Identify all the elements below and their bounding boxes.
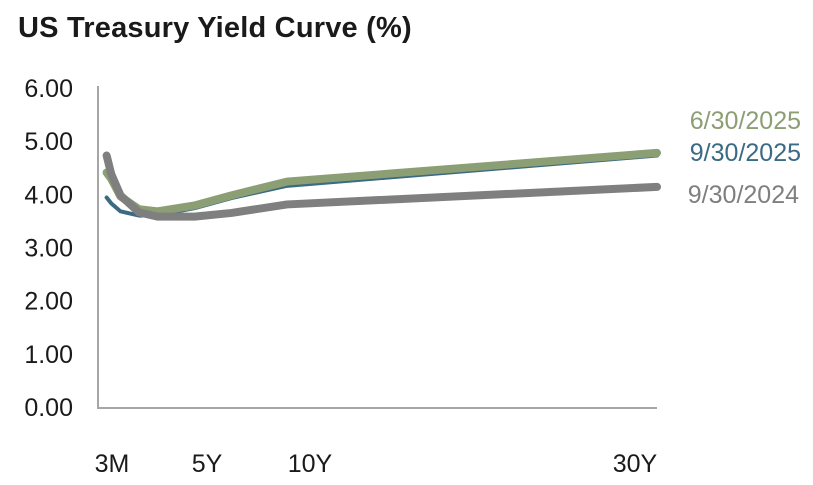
y-tick-label: 1.00 — [24, 341, 73, 369]
chart-title: US Treasury Yield Curve (%) — [18, 12, 412, 44]
y-tick-label: 5.00 — [24, 128, 73, 156]
y-tick-label: 2.00 — [24, 288, 73, 316]
x-tick-label: 30Y — [613, 450, 658, 478]
series-label: 9/30/2024 — [688, 181, 799, 209]
series-label: 6/30/2025 — [690, 107, 801, 135]
x-tick-label: 3M — [95, 450, 130, 478]
y-tick-label: 4.00 — [24, 181, 73, 209]
y-tick-label: 3.00 — [24, 235, 73, 263]
y-tick-label: 6.00 — [24, 75, 73, 103]
y-tick-label: 0.00 — [24, 394, 73, 422]
series-label: 9/30/2025 — [690, 139, 801, 167]
x-tick-label: 5Y — [192, 450, 223, 478]
x-tick-label: 10Y — [288, 450, 333, 478]
